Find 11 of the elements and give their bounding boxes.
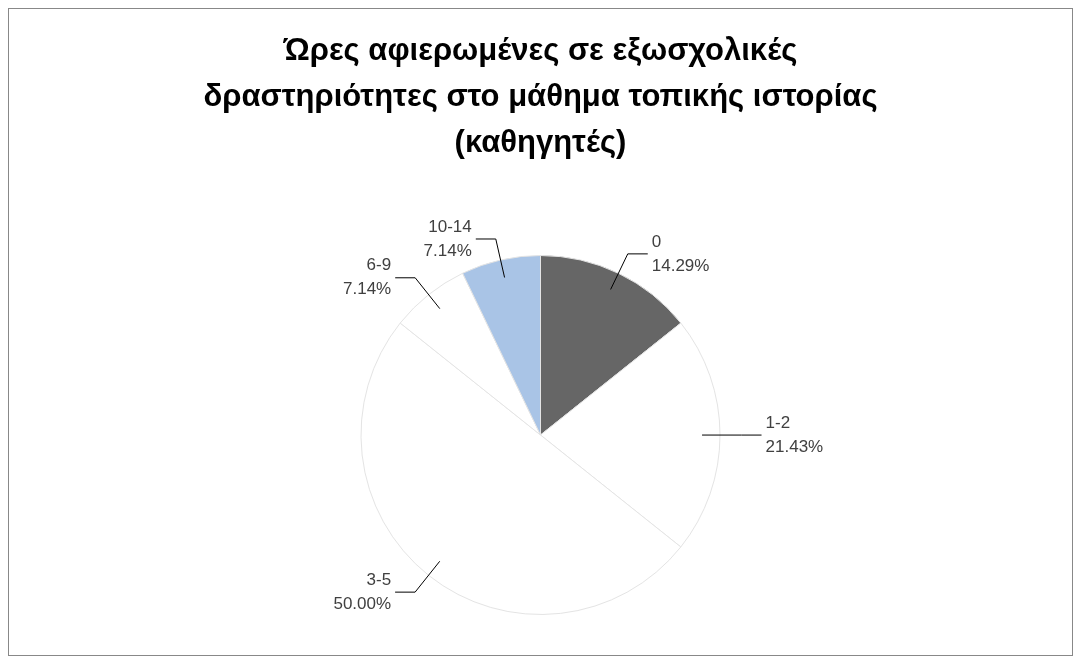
data-label: 50.00% bbox=[333, 593, 392, 613]
data-label: 14.29% bbox=[651, 255, 710, 275]
data-label: 7.14% bbox=[423, 240, 472, 260]
data-label: 7.14% bbox=[342, 279, 392, 299]
slice-label: 1-2 bbox=[765, 412, 791, 432]
data-label: 21.43% bbox=[765, 436, 824, 456]
slice-label: 6-9 bbox=[366, 255, 392, 275]
slice-label: 10-14 bbox=[428, 216, 472, 236]
slice-label: 0 bbox=[651, 231, 662, 251]
slice-label: 3-5 bbox=[366, 569, 392, 589]
chart-title: Ώρες αφιερωμένες σε εξωσχολικές δραστηριότητες στο μάθημα τοπικής ιστορίας (καθηγητές) bbox=[202, 31, 879, 161]
